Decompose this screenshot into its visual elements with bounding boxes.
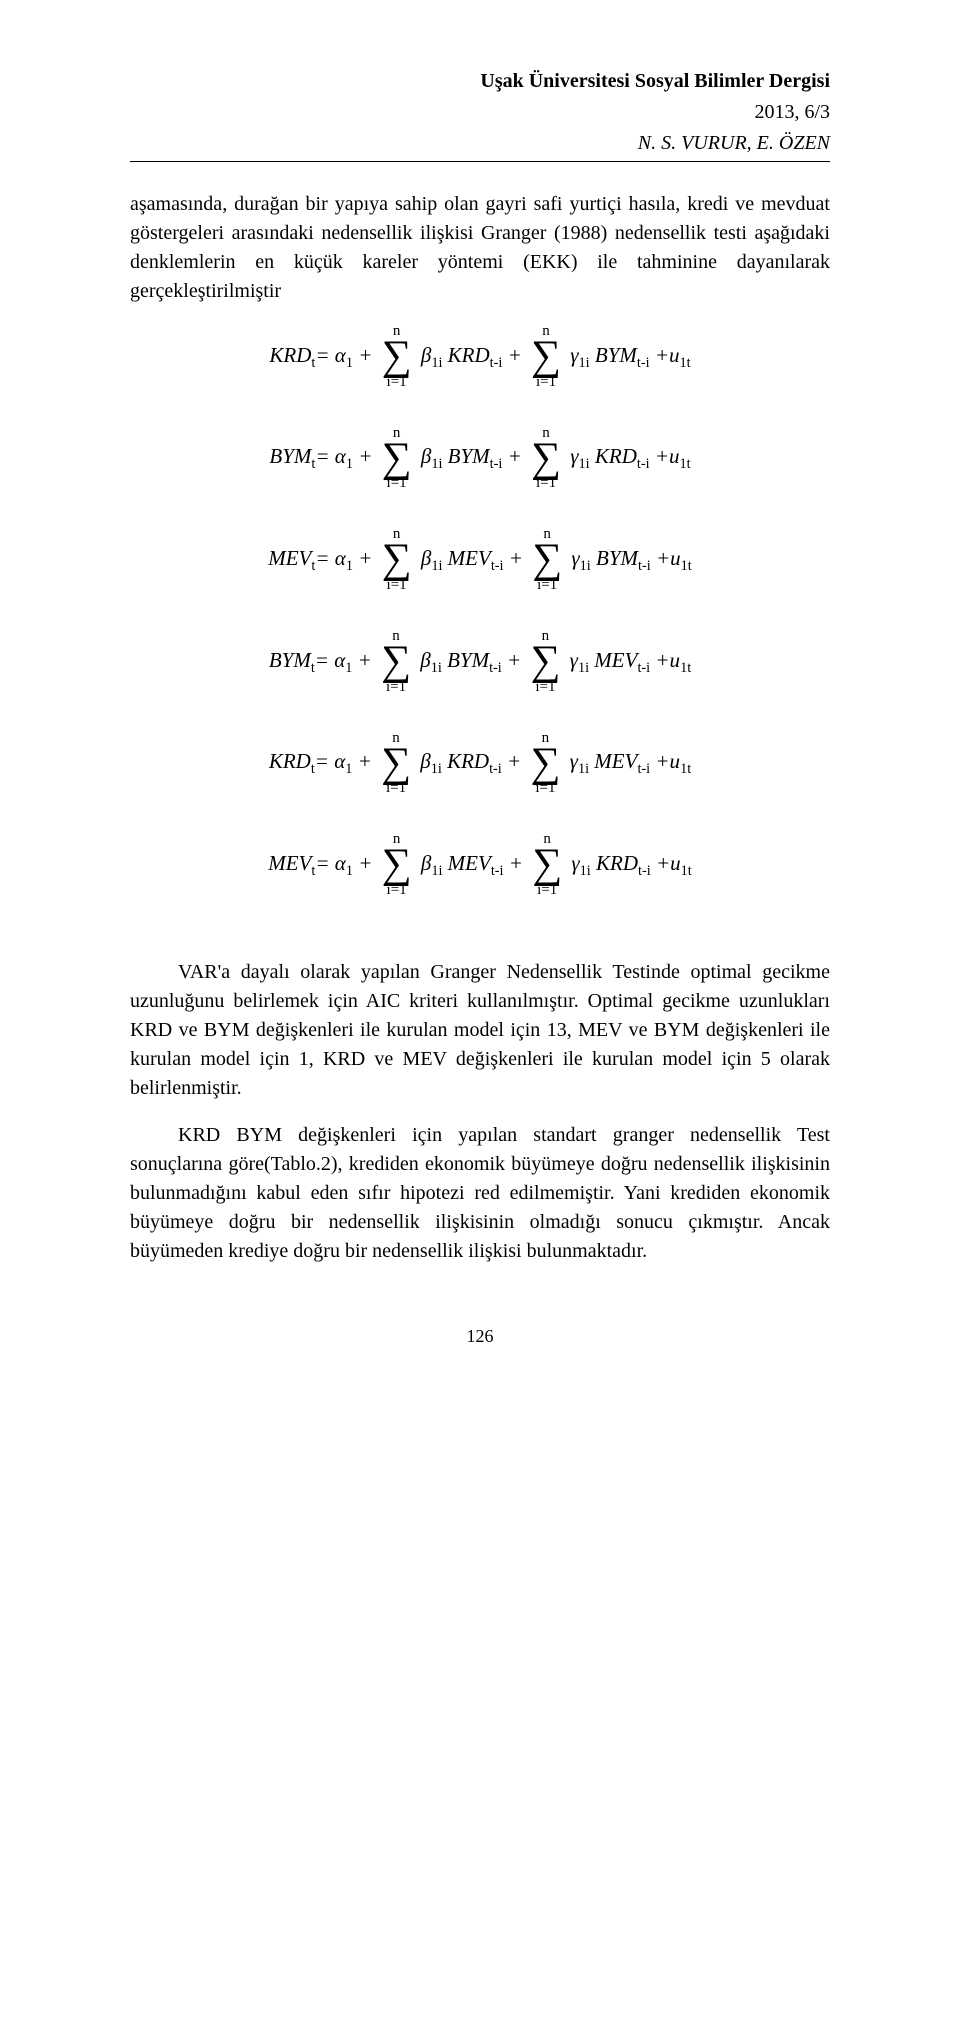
page-number: 126 — [130, 1326, 830, 1347]
equation-3: MEVt= α1 + n∑i=1 β1i MEVt-i + n∑i=1 γ1i … — [268, 527, 692, 593]
equation-1: KRDt= α1 + n∑i=1 β1i KRDt-i + n∑i=1 γ1i … — [269, 324, 690, 390]
journal-title: Uşak Üniversitesi Sosyal Bilimler Dergis… — [130, 70, 830, 93]
equation-block: KRDt= α1 + n∑i=1 β1i KRDt-i + n∑i=1 γ1i … — [130, 324, 830, 934]
header-rule — [130, 161, 830, 162]
equation-6: MEVt= α1 + n∑i=1 β1i MEVt-i + n∑i=1 γ1i … — [268, 832, 692, 898]
equation-5: KRDt= α1 + n∑i=1 β1i KRDt-i + n∑i=1 γ1i … — [269, 731, 691, 797]
running-header: Uşak Üniversitesi Sosyal Bilimler Dergis… — [130, 70, 830, 155]
issue-line: 2013, 6/3 — [130, 101, 830, 124]
author-line: N. S. VURUR, E. ÖZEN — [130, 132, 830, 155]
paragraph-1: aşamasında, durağan bir yapıya sahip ola… — [130, 190, 830, 306]
equation-4: BYMt= α1 + n∑i=1 β1i BYMt-i + n∑i=1 γ1i … — [269, 629, 691, 695]
paragraph-2: VAR'a dayalı olarak yapılan Granger Nede… — [130, 958, 830, 1103]
equation-2: BYMt= α1 + n∑i=1 β1i BYMt-i + n∑i=1 γ1i … — [269, 426, 690, 492]
page: Uşak Üniversitesi Sosyal Bilimler Dergis… — [0, 0, 960, 1407]
paragraph-3: KRD BYM değişkenleri için yapılan standa… — [130, 1121, 830, 1266]
